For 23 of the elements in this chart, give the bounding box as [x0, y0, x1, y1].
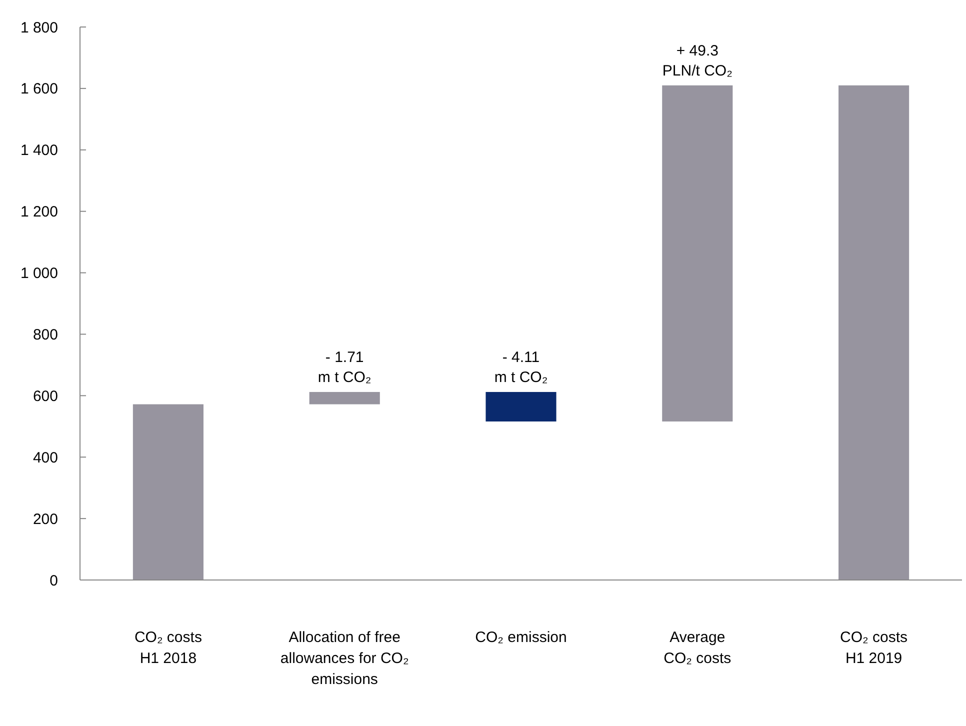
- y-tick-label: 0: [50, 572, 58, 590]
- x-tick-label: CO₂ costs H1 2019: [840, 629, 908, 667]
- annotation: + 49.3 PLN/t CO₂: [662, 42, 733, 80]
- y-tick-label: 400: [32, 449, 58, 466]
- bar: [662, 85, 733, 422]
- x-tick-label: CO₂ emission: [475, 629, 567, 646]
- y-tick-label: 800: [32, 326, 58, 344]
- bar: [132, 404, 204, 580]
- annotation: - 1.71 m t CO₂: [318, 348, 372, 386]
- y-tick-label: 1 800: [20, 19, 58, 36]
- x-tick-label: Allocation of free allowances for CO₂ emissions: [280, 629, 409, 688]
- bar: [486, 392, 556, 422]
- annotation: - 4.11 m t CO₂: [494, 348, 548, 386]
- y-tick-label: 1 600: [20, 80, 58, 98]
- y-tick-label: 1 000: [20, 265, 58, 282]
- y-tick-label: 1 200: [20, 204, 58, 221]
- bar: [838, 85, 910, 580]
- x-tick-label: CO₂ costs H1 2018: [134, 629, 202, 667]
- x-tick-label: Average CO₂ costs: [664, 629, 732, 667]
- y-tick-label: 200: [32, 510, 58, 528]
- y-tick-label: 1 400: [20, 142, 58, 160]
- y-tick-label: 600: [32, 388, 58, 405]
- bar: [309, 392, 380, 404]
